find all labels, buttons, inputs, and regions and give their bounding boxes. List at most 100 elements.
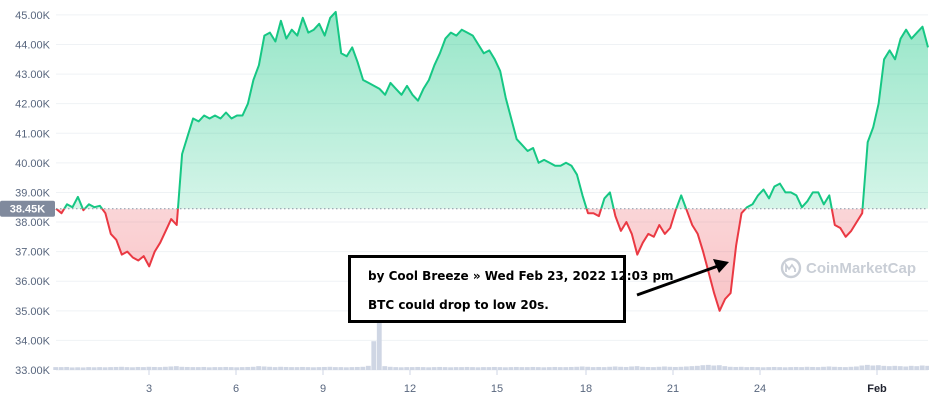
volume-bar — [332, 367, 338, 370]
volume-bar — [700, 365, 706, 370]
volume-bar — [607, 366, 613, 370]
volume-bar — [108, 367, 113, 370]
y-tick-label: 37.00K — [15, 247, 51, 259]
volume-bar — [634, 366, 640, 370]
volume-bar — [393, 367, 399, 370]
volume-bar — [886, 366, 892, 370]
volume-bar — [382, 366, 388, 370]
volume-bar — [716, 365, 722, 370]
volume-bar — [162, 366, 168, 370]
volume-bar — [897, 366, 903, 370]
volume-bar — [777, 367, 783, 370]
volume-bar — [859, 365, 865, 370]
volume-bar — [645, 366, 651, 370]
volume-bar — [925, 365, 929, 370]
volume-bar — [908, 365, 914, 370]
volume-bar — [766, 367, 772, 370]
volume-bar — [618, 366, 624, 370]
volume-bar — [486, 367, 492, 370]
volume-bar — [771, 366, 777, 370]
volume-bar — [810, 366, 815, 370]
volume-bar — [141, 367, 146, 370]
watermark: CoinMarketCap — [780, 257, 916, 279]
volume-bar — [694, 365, 700, 370]
volume-bar — [53, 367, 59, 370]
volume-bar — [815, 367, 821, 370]
volume-bar — [727, 366, 733, 370]
volume-bar — [585, 366, 591, 370]
reference-label-badge — [0, 200, 55, 217]
volume-bar — [738, 366, 744, 370]
volume-bar — [826, 366, 832, 370]
volume-bar — [788, 367, 794, 370]
grid-lines — [56, 14, 928, 371]
y-tick-label: 44.00K — [15, 39, 51, 51]
annotation-box: by Cool Breeze » Wed Feb 23, 2022 12:03 … — [348, 255, 674, 323]
volume-bar — [524, 367, 530, 370]
volume-bar — [365, 365, 371, 370]
y-tick-label: 41.00K — [15, 128, 51, 140]
volume-bar — [201, 366, 207, 370]
volume-bar — [683, 366, 689, 370]
coinmarketcap-logo-icon — [780, 257, 802, 279]
x-tick-label: 9 — [320, 383, 326, 395]
reference-line: 38.45K — [0, 200, 928, 217]
volume-bar — [322, 366, 327, 370]
volume-bar — [519, 367, 525, 370]
volume-bar — [245, 366, 251, 370]
volume-bar — [448, 367, 453, 370]
volume-bar — [492, 366, 497, 370]
volume-bar — [453, 367, 459, 370]
volume-bar — [217, 367, 223, 370]
volume-bar — [843, 367, 848, 370]
volume-bar — [327, 366, 333, 370]
volume-bar — [870, 365, 876, 370]
volume-bar — [343, 367, 349, 370]
y-tick-label: 42.00K — [15, 99, 51, 111]
volume-bar — [848, 366, 854, 370]
volume-bar — [459, 367, 464, 370]
annotation-body: BTC could drop to low 20s. — [368, 298, 549, 312]
volume-bar — [195, 367, 201, 370]
volume-bar — [91, 367, 97, 370]
volume-bar — [881, 365, 887, 370]
volume-bar — [799, 367, 804, 370]
volume-bar — [497, 367, 503, 370]
volume-bar — [113, 366, 119, 370]
volume-bar — [662, 366, 667, 370]
y-tick-label: 45.00K — [15, 10, 51, 22]
y-tick-label: 33.00K — [15, 365, 51, 377]
volume-bar — [672, 366, 678, 370]
x-tick-label: 21 — [667, 383, 679, 395]
y-tick-label: 34.00K — [15, 335, 51, 347]
volume-bar — [300, 366, 305, 370]
volume-bar — [190, 367, 196, 370]
volume-bar — [426, 367, 432, 370]
volume-bar — [552, 366, 558, 370]
price-areas — [56, 11, 928, 311]
volume-bar — [173, 366, 179, 370]
volume-bar — [119, 366, 124, 370]
volume-bar — [75, 367, 81, 370]
volume-bars — [53, 315, 929, 370]
volume-bar — [168, 366, 174, 370]
volume-bar — [744, 367, 750, 370]
volume-bar — [151, 366, 157, 370]
volume-bar — [420, 367, 426, 370]
volume-bar — [267, 366, 273, 370]
volume-bar — [914, 366, 920, 370]
volume-bar — [629, 366, 634, 370]
volume-bar — [228, 367, 234, 370]
x-tick-label: 15 — [491, 383, 503, 395]
volume-bar — [234, 367, 240, 370]
volume-bar — [184, 366, 190, 370]
volume-bar — [667, 366, 673, 370]
volume-bar — [623, 366, 629, 370]
volume-bar — [875, 365, 881, 370]
volume-bar — [80, 367, 86, 370]
x-tick-label: 24 — [754, 383, 766, 395]
volume-bar — [755, 367, 761, 370]
volume-bar — [135, 366, 141, 370]
volume-bar — [557, 367, 563, 370]
